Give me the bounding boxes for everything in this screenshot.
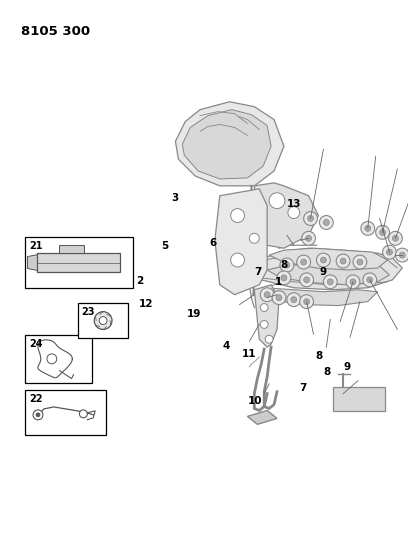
Circle shape bbox=[321, 257, 326, 263]
Circle shape bbox=[316, 253, 330, 267]
Circle shape bbox=[284, 262, 290, 268]
Text: 8105 300: 8105 300 bbox=[21, 25, 90, 37]
Text: 8: 8 bbox=[323, 367, 330, 377]
Bar bbox=[37, 253, 120, 272]
Circle shape bbox=[376, 225, 390, 239]
Text: 4: 4 bbox=[222, 341, 230, 351]
Circle shape bbox=[260, 288, 274, 302]
Text: 23: 23 bbox=[82, 308, 95, 317]
Circle shape bbox=[288, 207, 300, 219]
Circle shape bbox=[353, 255, 367, 269]
Circle shape bbox=[363, 273, 376, 287]
Circle shape bbox=[336, 254, 350, 268]
Circle shape bbox=[301, 259, 307, 265]
Polygon shape bbox=[269, 248, 388, 270]
Text: 8: 8 bbox=[280, 260, 288, 270]
Text: 12: 12 bbox=[139, 300, 153, 310]
Polygon shape bbox=[247, 410, 277, 424]
Circle shape bbox=[277, 271, 291, 285]
Polygon shape bbox=[254, 248, 402, 290]
Bar bbox=[25, 335, 92, 383]
Circle shape bbox=[264, 292, 270, 297]
Text: 1: 1 bbox=[275, 277, 282, 287]
Circle shape bbox=[79, 410, 87, 418]
Circle shape bbox=[323, 220, 329, 225]
Text: 21: 21 bbox=[29, 241, 42, 252]
Bar bbox=[25, 238, 132, 288]
Text: 5: 5 bbox=[161, 241, 168, 252]
Polygon shape bbox=[59, 245, 84, 253]
Circle shape bbox=[361, 222, 375, 236]
Circle shape bbox=[260, 320, 268, 328]
Circle shape bbox=[33, 410, 43, 420]
Text: 6: 6 bbox=[210, 238, 217, 248]
Bar bbox=[333, 387, 385, 411]
Circle shape bbox=[36, 413, 40, 417]
Circle shape bbox=[304, 277, 309, 283]
Circle shape bbox=[346, 275, 360, 289]
Text: 19: 19 bbox=[187, 309, 202, 319]
Circle shape bbox=[287, 293, 301, 306]
Polygon shape bbox=[254, 285, 279, 347]
Text: 11: 11 bbox=[242, 349, 256, 359]
Polygon shape bbox=[254, 288, 378, 305]
Polygon shape bbox=[254, 183, 319, 248]
Text: 8: 8 bbox=[316, 351, 323, 361]
Circle shape bbox=[276, 295, 282, 301]
Circle shape bbox=[249, 233, 259, 243]
Text: 7: 7 bbox=[299, 383, 306, 393]
Text: 9: 9 bbox=[319, 267, 326, 277]
Circle shape bbox=[393, 236, 398, 241]
Circle shape bbox=[297, 255, 311, 269]
Circle shape bbox=[302, 231, 316, 245]
Circle shape bbox=[94, 312, 112, 329]
Circle shape bbox=[380, 229, 386, 236]
Bar bbox=[25, 391, 106, 435]
Circle shape bbox=[280, 258, 294, 272]
Circle shape bbox=[350, 279, 356, 285]
Circle shape bbox=[300, 295, 314, 309]
Circle shape bbox=[99, 317, 107, 325]
Circle shape bbox=[399, 252, 405, 258]
Circle shape bbox=[357, 259, 363, 265]
Text: 7: 7 bbox=[254, 267, 261, 277]
Circle shape bbox=[269, 193, 285, 208]
Circle shape bbox=[340, 258, 346, 264]
Circle shape bbox=[281, 275, 287, 281]
Circle shape bbox=[291, 297, 297, 303]
Circle shape bbox=[307, 215, 314, 222]
Circle shape bbox=[386, 249, 393, 255]
Circle shape bbox=[388, 231, 402, 245]
Circle shape bbox=[383, 245, 396, 259]
Circle shape bbox=[272, 290, 286, 304]
Polygon shape bbox=[267, 263, 390, 285]
Circle shape bbox=[323, 275, 337, 289]
Circle shape bbox=[365, 225, 371, 231]
Text: 24: 24 bbox=[29, 339, 42, 349]
Text: 13: 13 bbox=[286, 199, 301, 209]
Circle shape bbox=[47, 354, 57, 364]
Polygon shape bbox=[28, 255, 37, 270]
Bar bbox=[78, 303, 129, 338]
Circle shape bbox=[367, 277, 373, 283]
Text: 10: 10 bbox=[248, 396, 263, 406]
Circle shape bbox=[300, 273, 314, 287]
Text: 3: 3 bbox=[171, 193, 178, 203]
Circle shape bbox=[306, 236, 312, 241]
Polygon shape bbox=[182, 110, 271, 179]
Polygon shape bbox=[175, 102, 284, 186]
Circle shape bbox=[304, 212, 317, 225]
Circle shape bbox=[395, 248, 409, 262]
Circle shape bbox=[265, 335, 273, 343]
Polygon shape bbox=[215, 189, 267, 295]
Text: 22: 22 bbox=[29, 394, 42, 405]
Circle shape bbox=[304, 298, 309, 304]
Text: 9: 9 bbox=[343, 362, 351, 372]
Circle shape bbox=[231, 253, 245, 267]
Circle shape bbox=[260, 304, 268, 311]
Circle shape bbox=[231, 208, 245, 222]
Text: 2: 2 bbox=[136, 276, 144, 286]
Circle shape bbox=[327, 279, 333, 285]
Circle shape bbox=[319, 215, 333, 229]
